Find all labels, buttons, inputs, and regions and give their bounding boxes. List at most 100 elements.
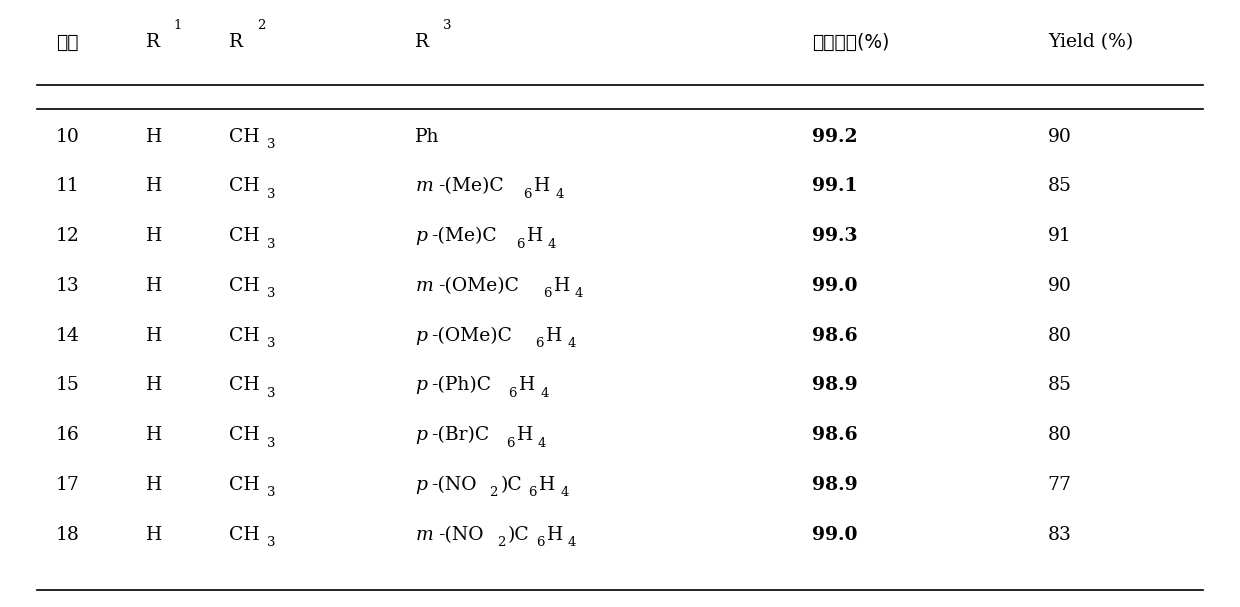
Text: H: H bbox=[146, 376, 162, 395]
Text: 98.9: 98.9 bbox=[812, 476, 858, 494]
Text: p: p bbox=[415, 426, 428, 444]
Text: -(NO: -(NO bbox=[438, 526, 484, 544]
Text: CH: CH bbox=[229, 376, 260, 395]
Text: H: H bbox=[517, 426, 533, 444]
Text: 4: 4 bbox=[568, 337, 575, 350]
Text: p: p bbox=[415, 327, 428, 345]
Text: -(Me)C: -(Me)C bbox=[430, 227, 497, 245]
Text: -(Br)C: -(Br)C bbox=[430, 426, 489, 444]
Text: CH: CH bbox=[229, 127, 260, 146]
Text: 6: 6 bbox=[523, 188, 532, 201]
Text: 14: 14 bbox=[56, 327, 79, 345]
Text: 98.6: 98.6 bbox=[812, 426, 858, 444]
Text: 4: 4 bbox=[541, 387, 549, 400]
Text: CH: CH bbox=[229, 177, 260, 195]
Text: CH: CH bbox=[229, 277, 260, 295]
Text: 15: 15 bbox=[56, 376, 79, 395]
Text: 12: 12 bbox=[56, 227, 79, 245]
Text: H: H bbox=[146, 426, 162, 444]
Text: p: p bbox=[415, 227, 428, 245]
Text: m: m bbox=[415, 526, 433, 544]
Text: 3: 3 bbox=[267, 287, 275, 300]
Text: 77: 77 bbox=[1048, 476, 1071, 494]
Text: H: H bbox=[534, 177, 551, 195]
Text: 99.2: 99.2 bbox=[812, 127, 858, 146]
Text: 80: 80 bbox=[1048, 327, 1071, 345]
Text: 3: 3 bbox=[267, 188, 275, 201]
Text: H: H bbox=[146, 127, 162, 146]
Text: CH: CH bbox=[229, 526, 260, 544]
Text: R: R bbox=[415, 33, 429, 52]
Text: H: H bbox=[547, 526, 563, 544]
Text: 2: 2 bbox=[257, 19, 265, 32]
Text: 98.9: 98.9 bbox=[812, 376, 858, 395]
Text: 99.0: 99.0 bbox=[812, 277, 858, 295]
Text: R: R bbox=[229, 33, 243, 52]
Text: H: H bbox=[554, 277, 570, 295]
Text: -(OMe)C: -(OMe)C bbox=[438, 277, 520, 295]
Text: 序号: 序号 bbox=[56, 33, 78, 52]
Text: H: H bbox=[527, 227, 543, 245]
Text: 90: 90 bbox=[1048, 127, 1071, 146]
Text: 2: 2 bbox=[497, 536, 506, 549]
Text: 11: 11 bbox=[56, 177, 79, 195]
Text: 90: 90 bbox=[1048, 277, 1071, 295]
Text: 3: 3 bbox=[267, 237, 275, 251]
Text: 99.0: 99.0 bbox=[812, 526, 858, 544]
Text: 3: 3 bbox=[267, 486, 275, 500]
Text: 16: 16 bbox=[56, 426, 79, 444]
Text: m: m bbox=[415, 177, 433, 195]
Text: 10: 10 bbox=[56, 127, 79, 146]
Text: 产品纯度(%): 产品纯度(%) bbox=[812, 33, 889, 52]
Text: 80: 80 bbox=[1048, 426, 1071, 444]
Text: CH: CH bbox=[229, 426, 260, 444]
Text: CH: CH bbox=[229, 227, 260, 245]
Text: 2: 2 bbox=[490, 486, 498, 500]
Text: -(Ph)C: -(Ph)C bbox=[430, 376, 491, 395]
Text: 4: 4 bbox=[548, 237, 556, 251]
Text: Ph: Ph bbox=[415, 127, 440, 146]
Text: -(NO: -(NO bbox=[430, 476, 476, 494]
Text: 3: 3 bbox=[267, 436, 275, 450]
Text: H: H bbox=[146, 277, 162, 295]
Text: 85: 85 bbox=[1048, 376, 1071, 395]
Text: 17: 17 bbox=[56, 476, 79, 494]
Text: 6: 6 bbox=[506, 436, 515, 450]
Text: 85: 85 bbox=[1048, 177, 1071, 195]
Text: 6: 6 bbox=[536, 337, 544, 350]
Text: 13: 13 bbox=[56, 277, 79, 295]
Text: H: H bbox=[146, 526, 162, 544]
Text: 4: 4 bbox=[538, 436, 547, 450]
Text: H: H bbox=[146, 476, 162, 494]
Text: 98.6: 98.6 bbox=[812, 327, 858, 345]
Text: 4: 4 bbox=[556, 188, 563, 201]
Text: 3: 3 bbox=[267, 536, 275, 549]
Text: 6: 6 bbox=[516, 237, 525, 251]
Text: 3: 3 bbox=[267, 337, 275, 350]
Text: 83: 83 bbox=[1048, 526, 1071, 544]
Text: H: H bbox=[146, 177, 162, 195]
Text: 6: 6 bbox=[543, 287, 552, 300]
Text: H: H bbox=[539, 476, 556, 494]
Text: 18: 18 bbox=[56, 526, 79, 544]
Text: CH: CH bbox=[229, 327, 260, 345]
Text: R: R bbox=[146, 33, 160, 52]
Text: 99.1: 99.1 bbox=[812, 177, 858, 195]
Text: 3: 3 bbox=[443, 19, 451, 32]
Text: H: H bbox=[146, 327, 162, 345]
Text: 1: 1 bbox=[174, 19, 182, 32]
Text: 99.3: 99.3 bbox=[812, 227, 858, 245]
Text: 3: 3 bbox=[267, 387, 275, 400]
Text: Yield (%): Yield (%) bbox=[1048, 33, 1133, 52]
Text: H: H bbox=[146, 227, 162, 245]
Text: CH: CH bbox=[229, 476, 260, 494]
Text: )C: )C bbox=[501, 476, 522, 494]
Text: 4: 4 bbox=[560, 486, 569, 500]
Text: 91: 91 bbox=[1048, 227, 1071, 245]
Text: )C: )C bbox=[508, 526, 529, 544]
Text: 4: 4 bbox=[575, 287, 583, 300]
Text: 6: 6 bbox=[508, 387, 517, 400]
Text: p: p bbox=[415, 476, 428, 494]
Text: -(Me)C: -(Me)C bbox=[438, 177, 503, 195]
Text: 6: 6 bbox=[536, 536, 544, 549]
